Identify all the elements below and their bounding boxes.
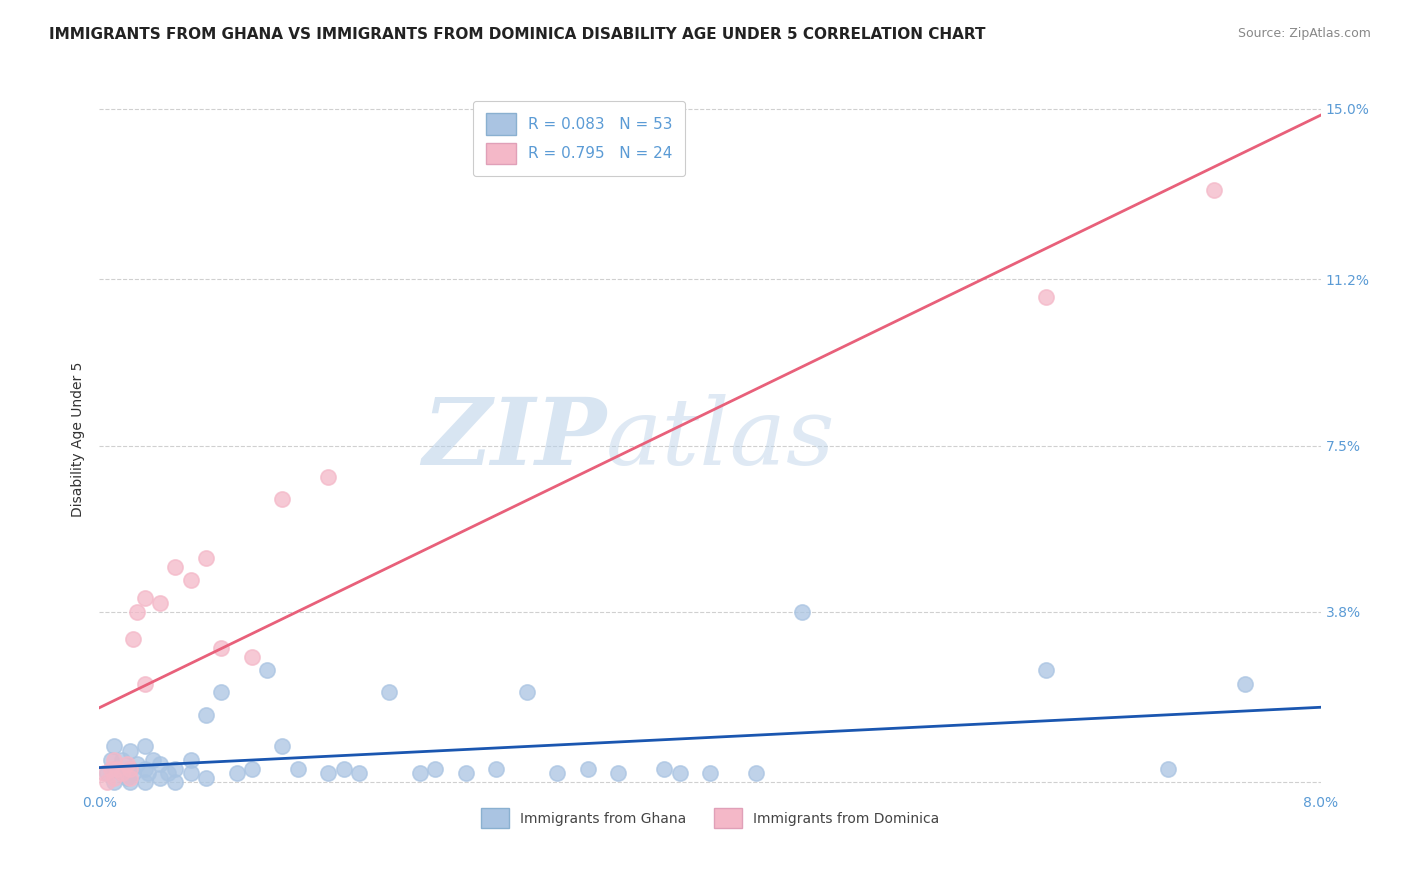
Point (134, 775, 156, 789)
Point (134, 591, 156, 606)
Point (256, 663, 278, 677)
Point (409, 766, 432, 780)
Point (287, 762, 309, 776)
Point (103, 739, 125, 754)
Point (332, 762, 354, 776)
Point (149, 771, 172, 785)
Point (195, 550, 218, 565)
Point (1233, 676, 1256, 690)
Point (209, 685, 232, 699)
Point (165, 762, 187, 776)
Text: Source: ZipAtlas.com: Source: ZipAtlas.com (1237, 27, 1371, 40)
Point (142, 753, 165, 767)
Point (423, 762, 446, 776)
Point (100, 753, 122, 767)
Point (103, 771, 125, 785)
Point (180, 766, 202, 780)
Point (209, 640, 232, 655)
Point (115, 771, 138, 785)
Point (96, 775, 118, 789)
Point (271, 739, 294, 754)
Point (149, 757, 172, 772)
Point (118, 762, 141, 776)
Point (195, 771, 218, 785)
Point (118, 771, 141, 785)
Point (103, 775, 125, 789)
Point (115, 757, 138, 772)
Point (111, 766, 134, 780)
Point (316, 470, 339, 484)
Point (107, 762, 129, 776)
Point (111, 766, 134, 780)
Point (516, 685, 538, 699)
Point (121, 766, 143, 780)
Point (1035, 663, 1057, 677)
Point (1204, 183, 1226, 197)
Point (546, 766, 568, 780)
Point (652, 762, 675, 776)
Point (118, 744, 141, 758)
Point (127, 757, 149, 772)
Point (699, 766, 721, 780)
Point (576, 762, 599, 776)
Point (454, 766, 477, 780)
Point (316, 766, 339, 780)
Point (136, 766, 159, 780)
Point (118, 775, 141, 789)
Point (118, 762, 141, 776)
Point (103, 753, 125, 767)
Point (127, 605, 149, 619)
Text: IMMIGRANTS FROM GHANA VS IMMIGRANTS FROM DOMINICA DISABILITY AGE UNDER 5 CORRELA: IMMIGRANTS FROM GHANA VS IMMIGRANTS FROM… (49, 27, 986, 42)
Point (195, 708, 218, 723)
Point (93, 766, 115, 780)
Point (156, 766, 179, 780)
Point (1035, 290, 1057, 304)
Point (96, 766, 118, 780)
Y-axis label: Disability Age Under 5: Disability Age Under 5 (72, 361, 86, 516)
Legend: Immigrants from Ghana, Immigrants from Dominica: Immigrants from Ghana, Immigrants from D… (475, 803, 945, 834)
Point (240, 649, 263, 664)
Point (103, 762, 125, 776)
Point (149, 596, 172, 610)
Point (1157, 762, 1180, 776)
Point (790, 605, 813, 619)
Point (485, 762, 508, 776)
Point (100, 762, 122, 776)
Point (607, 766, 630, 780)
Point (240, 762, 263, 776)
Point (180, 753, 202, 767)
Point (668, 766, 690, 780)
Point (378, 685, 401, 699)
Point (225, 766, 247, 780)
Point (121, 632, 143, 646)
Point (111, 753, 134, 767)
Point (271, 492, 294, 507)
Point (745, 766, 768, 780)
Point (134, 676, 156, 690)
Point (180, 573, 202, 587)
Point (134, 762, 156, 776)
Text: atlas: atlas (606, 393, 835, 483)
Point (134, 739, 156, 754)
Point (347, 766, 370, 780)
Text: ZIP: ZIP (422, 393, 606, 483)
Point (165, 775, 187, 789)
Point (165, 559, 187, 574)
